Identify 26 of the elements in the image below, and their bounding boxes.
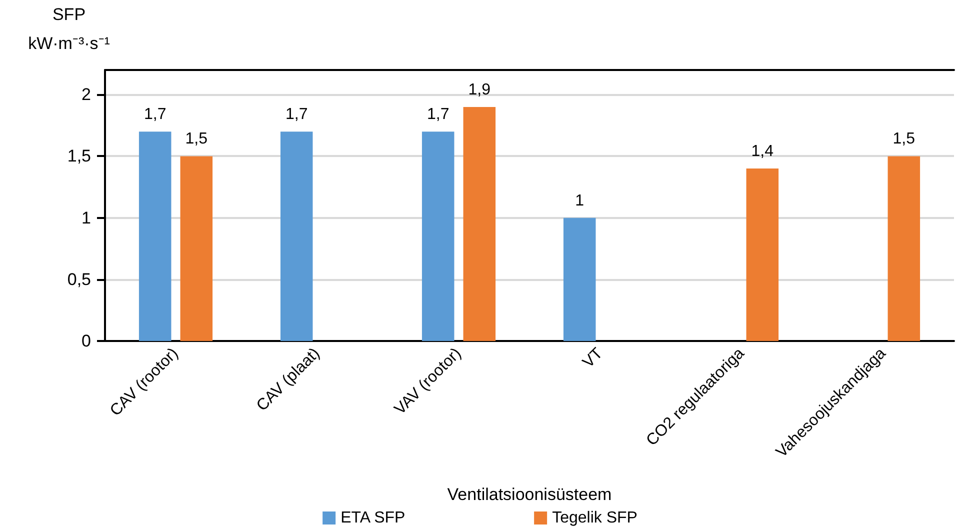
- bar: [888, 156, 920, 341]
- bar: [422, 132, 454, 341]
- y-tick-label: 2: [82, 85, 91, 104]
- bar: [280, 132, 313, 341]
- y-tick-label: 0,5: [67, 270, 91, 289]
- bar: [463, 106, 496, 341]
- y-tick-label: 1,5: [67, 146, 91, 166]
- x-axis-title: Ventilatsioonisüsteem: [447, 485, 612, 504]
- x-tick-label: VT: [580, 344, 606, 372]
- legend-label: Tegelik SFP: [552, 510, 638, 526]
- bar: [563, 218, 596, 341]
- data-label: 1: [575, 192, 584, 210]
- bar: [138, 132, 172, 341]
- data-label: 1,7: [426, 106, 450, 124]
- data-label: 1,5: [892, 130, 916, 148]
- data-label: 1,9: [468, 81, 491, 98]
- bar: [746, 168, 779, 341]
- y-tick-label: 0: [82, 332, 91, 350]
- data-label: 1,4: [751, 143, 774, 160]
- data-label: 1,7: [285, 106, 308, 124]
- y-tick-label: 1: [82, 208, 91, 228]
- y-axis-title: SFP kW·m⁻³·s⁻¹: [28, 5, 110, 53]
- legend-label: ETA SFP: [340, 510, 406, 526]
- data-label: 1,5: [185, 130, 208, 148]
- bar: [180, 156, 213, 341]
- data-label: 1,7: [144, 106, 166, 124]
